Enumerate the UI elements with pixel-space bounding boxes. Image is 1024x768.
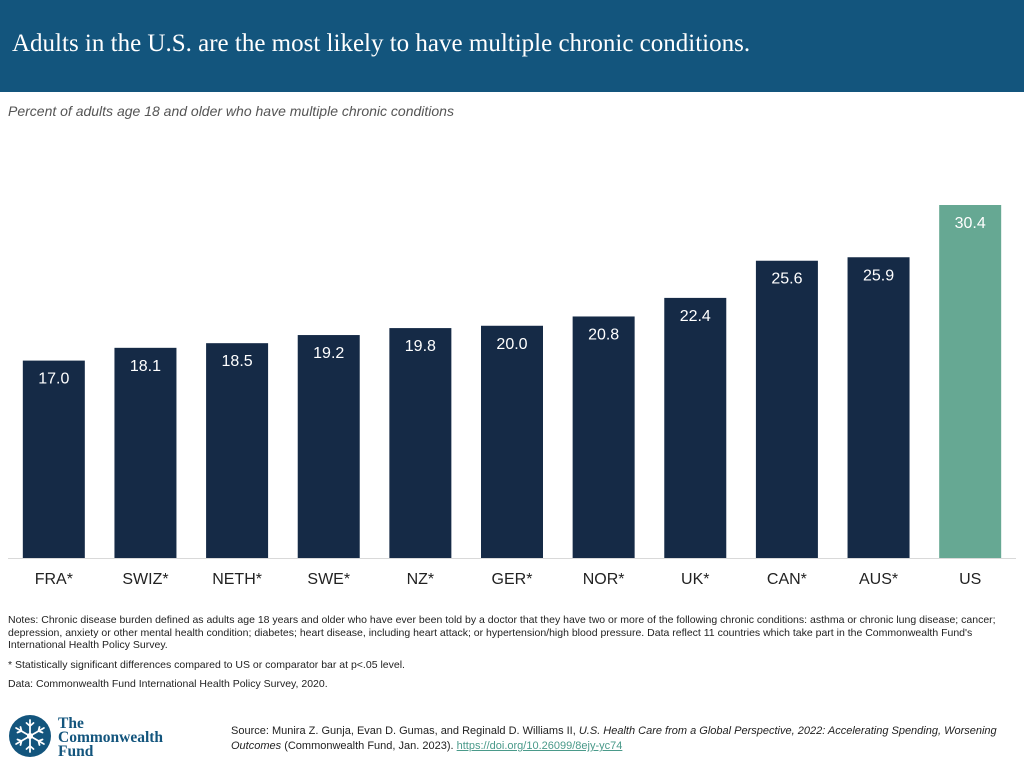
bar-nor <box>572 316 635 558</box>
snowflake-logo-icon <box>9 715 51 757</box>
value-label: 18.1 <box>130 358 161 375</box>
source-publisher: (Commonwealth Fund, Jan. 2023). <box>281 740 457 752</box>
bar-neth <box>206 343 269 558</box>
bar-swe <box>297 335 360 558</box>
notes-section: Notes: Chronic disease burden defined as… <box>8 614 1018 698</box>
value-label: 20.8 <box>588 326 619 343</box>
category-label: NOR* <box>583 571 625 588</box>
bar-fra <box>22 360 85 558</box>
notes-main: Notes: Chronic disease burden defined as… <box>8 614 996 651</box>
bar-nz <box>389 328 452 558</box>
category-label: CAN* <box>767 571 807 588</box>
category-label: NETH* <box>212 571 262 588</box>
category-label: SWE* <box>307 571 350 588</box>
source-citation: Source: Munira Z. Gunja, Evan D. Gumas, … <box>231 724 1011 754</box>
header-bar: Adults in the U.S. are the most likely t… <box>0 0 1024 92</box>
logo-line: Fund <box>58 743 94 760</box>
value-label: 25.6 <box>771 271 802 288</box>
notes-data-source: Data: Commonwealth Fund International He… <box>8 678 328 690</box>
category-label: US <box>959 571 981 588</box>
bar-swiz <box>114 347 177 558</box>
bar-can <box>755 260 818 558</box>
footer: The Commonwealth Fund Source: Munira Z. … <box>0 708 1024 768</box>
page-title: Adults in the U.S. are the most likely t… <box>12 30 751 57</box>
chart-subtitle: Percent of adults age 18 and older who h… <box>8 103 454 119</box>
value-label: 18.5 <box>222 353 253 370</box>
value-label: 17.0 <box>38 371 69 388</box>
logo-wordmark: The Commonwealth Fund <box>58 715 164 760</box>
bar-us <box>939 205 1002 558</box>
category-label: SWIZ* <box>122 571 168 588</box>
value-label: 30.4 <box>955 215 986 232</box>
category-label: FRA* <box>35 571 73 588</box>
value-label: 19.8 <box>405 338 436 355</box>
value-label: 22.4 <box>680 308 711 325</box>
source-prefix: Source: Munira Z. Gunja, Evan D. Gumas, … <box>231 725 579 737</box>
bar-aus <box>847 257 910 558</box>
value-label: 20.0 <box>496 336 527 353</box>
chart-canvas: 17.0 FRA* 18.1 SWIZ* 18.5 NETH* 19.2 SWE* 19.8 NZ… <box>8 205 1016 588</box>
source-title: U.S. Health Care from a Global Perspecti… <box>231 725 997 752</box>
value-label: 19.2 <box>313 345 344 362</box>
notes-significance: * Statistically significant differences … <box>8 658 405 671</box>
value-label: 25.9 <box>863 267 894 284</box>
category-label: GER* <box>492 571 533 588</box>
category-label: NZ* <box>407 571 435 588</box>
category-label: AUS* <box>859 571 898 588</box>
source-doi-link[interactable]: https://doi.org/10.26099/8ejy-yc74 <box>456 740 623 752</box>
bar-chart: 17.0 FRA* 18.1 SWIZ* 18.5 NETH* 19.2 SWE* 19.8 NZ… <box>0 130 1024 600</box>
bar-uk <box>664 297 727 558</box>
logo-line: Commonwealth <box>58 729 164 746</box>
bar-ger <box>481 325 543 558</box>
logo-line: The <box>58 715 84 732</box>
category-label: UK* <box>681 571 709 588</box>
